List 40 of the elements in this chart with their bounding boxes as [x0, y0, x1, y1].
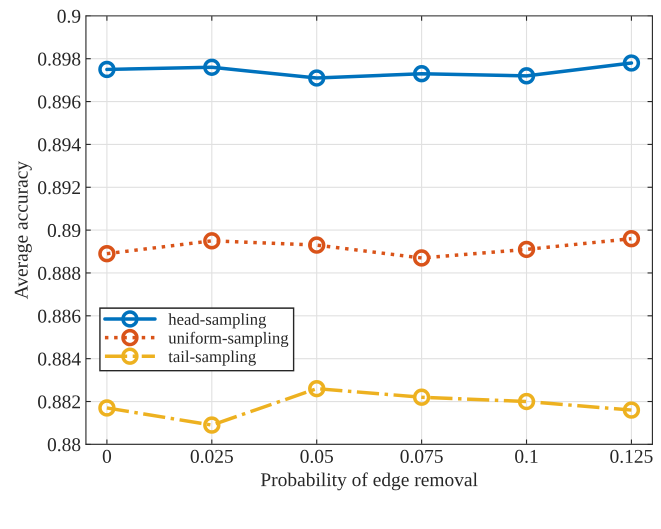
x-tick-label: 0.025	[190, 450, 233, 463]
y-tick-label: 0.882	[38, 395, 80, 409]
x-tick-label: 0.05	[300, 450, 333, 463]
legend-label: tail-sampling	[168, 350, 256, 366]
point	[203, 416, 220, 434]
y-tick-label: 0.88	[48, 438, 80, 452]
point	[622, 54, 640, 72]
point	[308, 69, 326, 87]
point	[203, 58, 220, 76]
x-tick-label: 0.1	[515, 450, 538, 463]
point	[518, 67, 536, 85]
point	[622, 230, 640, 248]
point	[622, 401, 640, 419]
point	[518, 392, 536, 410]
x-axis-title: Probability of edge removal	[260, 472, 478, 490]
y-tick-label: 0.886	[38, 310, 80, 323]
point	[203, 232, 220, 250]
y-tick-label: 0.898	[38, 52, 80, 66]
point	[98, 245, 116, 262]
point	[98, 399, 116, 417]
y-tick-label: 0.896	[38, 95, 80, 109]
y-axis-title: Average accuracy	[14, 161, 32, 300]
point	[308, 380, 326, 398]
legend-label: uniform-sampling	[168, 332, 288, 348]
y-tick-label: 0.9	[58, 10, 80, 23]
point	[518, 240, 536, 258]
point	[98, 60, 116, 78]
point	[308, 236, 326, 254]
y-tick-label: 0.892	[38, 181, 80, 194]
y-tick-label: 0.888	[38, 266, 80, 280]
x-tick-label: 0.075	[400, 450, 443, 463]
point	[412, 65, 430, 82]
y-tick-label: 0.89	[48, 224, 80, 238]
y-tick-label: 0.884	[38, 352, 81, 366]
x-tick-label: 0.125	[610, 450, 653, 463]
x-tick-label: 0	[102, 450, 112, 463]
point	[412, 388, 430, 406]
y-tick-label: 0.894	[38, 138, 81, 152]
legend-label: head-sampling	[168, 313, 266, 328]
point	[412, 249, 430, 267]
